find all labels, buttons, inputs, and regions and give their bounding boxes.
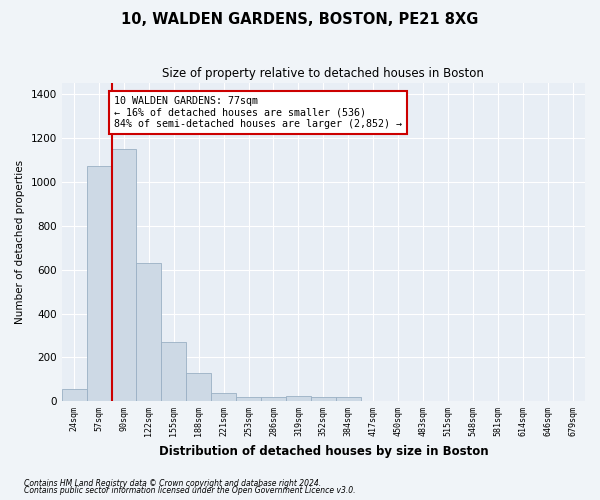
Bar — [336, 398, 361, 402]
Text: 10, WALDEN GARDENS, BOSTON, PE21 8XG: 10, WALDEN GARDENS, BOSTON, PE21 8XG — [121, 12, 479, 28]
X-axis label: Distribution of detached houses by size in Boston: Distribution of detached houses by size … — [158, 444, 488, 458]
Text: Contains public sector information licensed under the Open Government Licence v3: Contains public sector information licen… — [24, 486, 355, 495]
Bar — [311, 398, 336, 402]
Bar — [211, 393, 236, 402]
Bar — [261, 398, 286, 402]
Bar — [112, 149, 136, 402]
Bar — [186, 373, 211, 402]
Bar — [286, 396, 311, 402]
Text: Contains HM Land Registry data © Crown copyright and database right 2024.: Contains HM Land Registry data © Crown c… — [24, 478, 321, 488]
Title: Size of property relative to detached houses in Boston: Size of property relative to detached ho… — [163, 68, 484, 80]
Bar — [62, 389, 86, 402]
Bar — [86, 166, 112, 402]
Bar — [136, 263, 161, 402]
Y-axis label: Number of detached properties: Number of detached properties — [15, 160, 25, 324]
Bar — [161, 342, 186, 402]
Bar — [236, 398, 261, 402]
Text: 10 WALDEN GARDENS: 77sqm
← 16% of detached houses are smaller (536)
84% of semi-: 10 WALDEN GARDENS: 77sqm ← 16% of detach… — [114, 96, 402, 130]
